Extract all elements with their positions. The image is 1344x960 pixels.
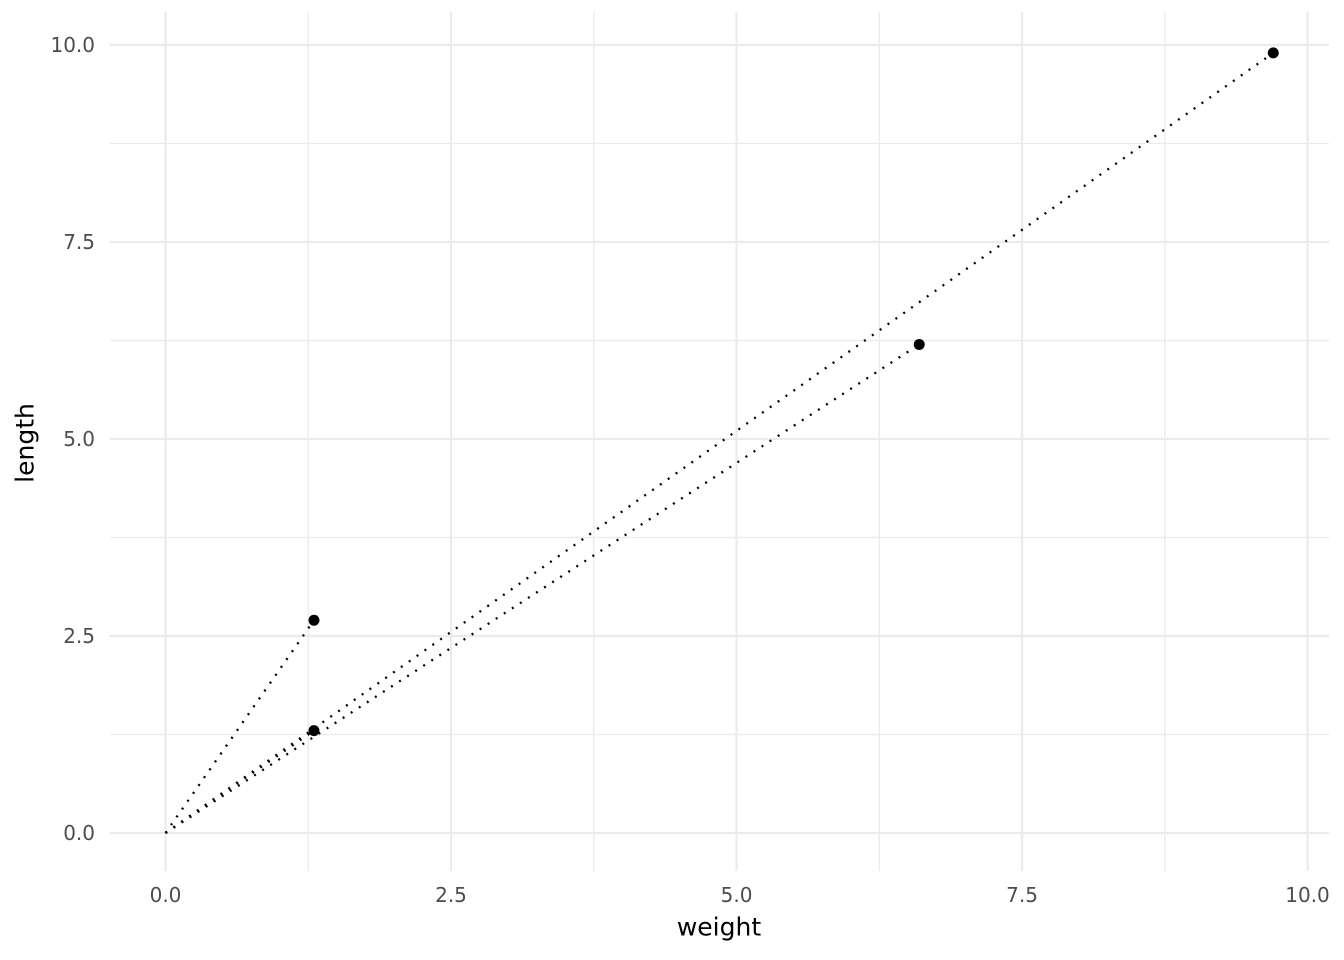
origin-segment <box>164 51 1274 834</box>
x-tick-label: 7.5 <box>1006 883 1038 907</box>
x-tick-label: 2.5 <box>435 883 467 907</box>
data-point <box>308 725 320 737</box>
data-point <box>308 614 320 626</box>
y-tick-label: 0.0 <box>63 821 95 845</box>
y-tick-label: 2.5 <box>63 624 95 648</box>
y-tick-label: 10.0 <box>50 33 95 57</box>
x-tick-label: 10.0 <box>1285 883 1330 907</box>
x-axis-title: weight <box>676 912 762 942</box>
x-tick-label: 5.0 <box>721 883 753 907</box>
y-axis-title: length <box>10 403 40 483</box>
data-point <box>1267 47 1279 59</box>
origin-segment <box>164 619 315 834</box>
data-point <box>913 338 925 350</box>
origin-segment <box>164 343 920 834</box>
y-tick-label: 5.0 <box>63 427 95 451</box>
x-tick-label: 0.0 <box>150 883 182 907</box>
origin-segment <box>164 729 315 834</box>
y-tick-label: 7.5 <box>63 230 95 254</box>
